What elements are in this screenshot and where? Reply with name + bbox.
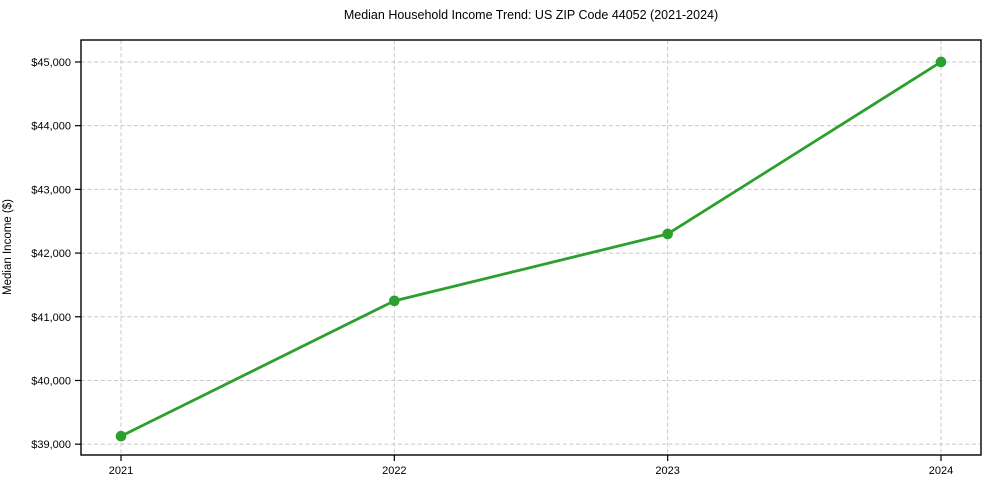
data-point-marker [115,430,127,442]
y-tick-label: $42,000 [31,248,71,260]
y-tick-label: $44,000 [31,121,71,133]
y-tick-label: $45,000 [31,57,71,69]
y-tick-label: $43,000 [31,184,71,196]
y-tick-label: $41,000 [31,312,71,324]
x-tick-label: 2024 [929,465,953,477]
y-tick-label: $39,000 [31,439,71,451]
data-point-marker [662,228,673,240]
data-point-marker [935,56,947,68]
x-tick-label: 2021 [109,465,133,477]
x-tick-label: 2023 [655,465,679,477]
chart-title: Median Household Income Trend: US ZIP Co… [343,8,719,22]
trend-line [119,60,943,438]
x-tick-label: 2022 [382,465,406,477]
y-tick-label: $40,000 [31,375,71,387]
data-point-marker [389,295,400,307]
plot-border [80,39,982,456]
